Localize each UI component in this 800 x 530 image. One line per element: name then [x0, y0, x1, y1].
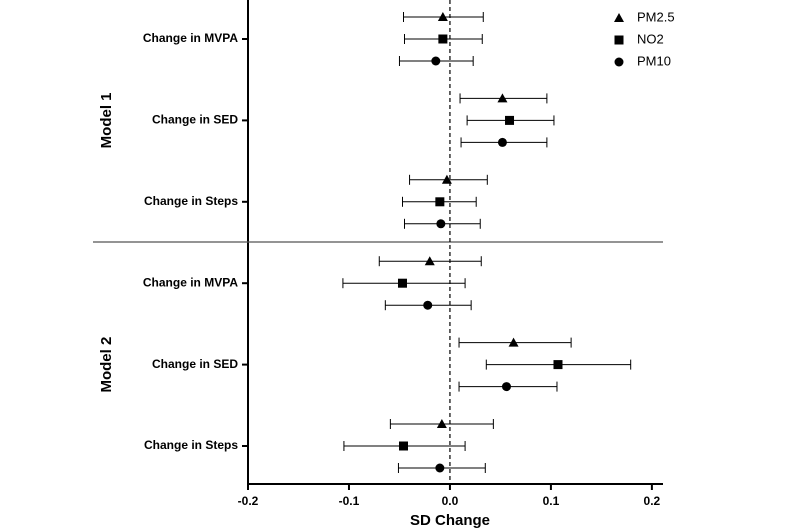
point	[398, 441, 408, 451]
group-label: Model 1	[98, 92, 115, 148]
x-tick-label: 0.2	[644, 494, 661, 508]
legend-label: PM2.5	[637, 9, 675, 24]
x-tick-label: 0.1	[543, 494, 560, 508]
category-label: Change in SED	[152, 113, 238, 127]
point	[423, 300, 433, 310]
point	[435, 463, 445, 473]
legend-label: PM10	[637, 53, 671, 68]
point	[505, 115, 515, 125]
point	[424, 256, 435, 266]
legend-marker	[614, 13, 624, 22]
point	[436, 219, 446, 229]
legend-marker	[614, 57, 624, 67]
point	[508, 337, 519, 347]
x-tick-label: -0.1	[339, 494, 360, 508]
category-label: Change in Steps	[144, 438, 238, 452]
point	[438, 34, 448, 44]
point	[397, 278, 407, 288]
point	[436, 419, 447, 428]
point	[441, 174, 452, 184]
category-label: Change in Steps	[144, 194, 238, 208]
category-label: Change in SED	[152, 357, 238, 371]
legend-marker	[614, 35, 624, 45]
point	[501, 382, 511, 392]
category-label: Change in MVPA	[143, 31, 238, 45]
point	[497, 93, 508, 103]
point	[553, 360, 563, 370]
point	[431, 56, 441, 66]
legend-label: NO2	[637, 31, 664, 46]
group-label: Model 2	[98, 337, 115, 393]
x-tick-label: -0.2	[238, 494, 259, 508]
point	[437, 12, 448, 21]
point	[497, 137, 507, 147]
x-axis-label: SD Change	[410, 512, 490, 529]
category-label: Change in MVPA	[143, 275, 238, 289]
point	[435, 197, 445, 207]
x-tick-label: 0.0	[442, 494, 459, 508]
